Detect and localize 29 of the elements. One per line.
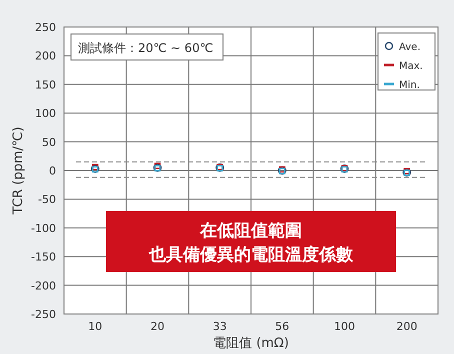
y-tick-label: 250 bbox=[35, 21, 56, 34]
point bbox=[92, 164, 98, 170]
x-tick-label: 56 bbox=[275, 320, 290, 333]
annotation: 在低阻值範圍 bbox=[199, 221, 302, 241]
y-tick-label: 0 bbox=[49, 164, 56, 178]
y-tick-label: -50 bbox=[38, 193, 56, 206]
annotation: 也具備優異的電阻溫度係數 bbox=[148, 245, 354, 265]
y-tick-label: 50 bbox=[42, 136, 56, 149]
y-tick-label: -200 bbox=[31, 279, 56, 292]
y-tick-label: 100 bbox=[35, 107, 56, 120]
x-tick-label: 100 bbox=[334, 320, 355, 333]
x-tick-label: 10 bbox=[88, 320, 102, 333]
note: 測試條件：20℃ ~ 60℃ bbox=[70, 34, 224, 60]
legend-label: Max. bbox=[399, 61, 423, 72]
y-tick-label: -100 bbox=[31, 222, 56, 235]
annotation: 測試條件：20℃ ~ 60℃ bbox=[78, 41, 214, 55]
y-tick-label: 200 bbox=[35, 50, 56, 63]
y-tick-label: -250 bbox=[31, 308, 56, 321]
x-tick-label: 200 bbox=[396, 320, 418, 333]
legend-label: Ave. bbox=[399, 42, 421, 53]
legend-label: Min. bbox=[399, 80, 420, 91]
y-tick-label: -150 bbox=[31, 250, 56, 264]
y-axis-title: TCR (ppm/℃) bbox=[11, 126, 26, 216]
y-tick-label: 150 bbox=[35, 78, 56, 92]
point bbox=[154, 162, 161, 170]
highlight-box: 在低阻值範圍 也具備優異的電阻溫度係數 bbox=[106, 211, 396, 272]
x-tick-label: 33 bbox=[212, 320, 227, 333]
x-axis-title: 電阻值 (mΩ) bbox=[213, 336, 289, 351]
x-tick-label: 20 bbox=[150, 320, 164, 333]
